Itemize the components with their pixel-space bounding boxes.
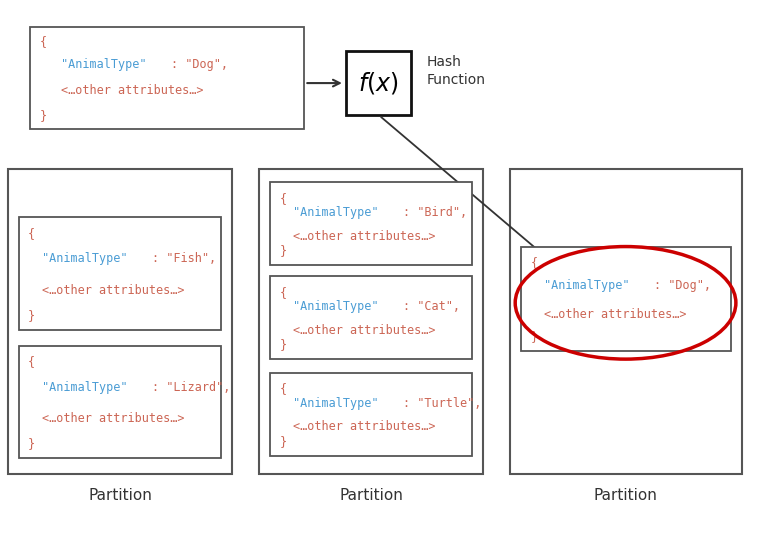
Text: : "Bird",: : "Bird", bbox=[403, 206, 467, 219]
Text: "AnimalType": "AnimalType" bbox=[293, 300, 378, 313]
Text: $f(x)$: $f(x)$ bbox=[358, 70, 399, 96]
Bar bbox=[270, 373, 472, 456]
Text: }: } bbox=[530, 330, 537, 343]
Text: }: } bbox=[28, 309, 35, 322]
Text: <…other attributes…>: <…other attributes…> bbox=[42, 412, 184, 426]
Text: }: } bbox=[279, 435, 286, 448]
Bar bbox=[19, 217, 221, 330]
Text: {: { bbox=[28, 227, 35, 240]
Text: "AnimalType": "AnimalType" bbox=[42, 381, 127, 394]
Text: }: } bbox=[279, 244, 286, 257]
Text: "AnimalType": "AnimalType" bbox=[544, 279, 629, 292]
Bar bbox=[270, 276, 472, 359]
Text: <…other attributes…>: <…other attributes…> bbox=[42, 284, 184, 297]
Text: Partition: Partition bbox=[594, 488, 658, 503]
Text: "AnimalType": "AnimalType" bbox=[293, 206, 378, 219]
Text: Partition: Partition bbox=[339, 488, 403, 503]
Text: }: } bbox=[279, 338, 286, 351]
Bar bbox=[270, 182, 472, 265]
Text: {: { bbox=[28, 355, 35, 368]
Bar bbox=[30, 27, 304, 129]
Bar bbox=[19, 346, 221, 458]
Text: : "Turtle",: : "Turtle", bbox=[403, 397, 482, 410]
Text: <…other attributes…>: <…other attributes…> bbox=[544, 308, 686, 321]
Text: <…other attributes…>: <…other attributes…> bbox=[293, 230, 435, 243]
Text: <…other attributes…>: <…other attributes…> bbox=[61, 85, 203, 98]
Text: }: } bbox=[28, 437, 35, 450]
Text: Function: Function bbox=[426, 73, 486, 87]
Text: : "Cat",: : "Cat", bbox=[403, 300, 460, 313]
Text: Hash: Hash bbox=[426, 55, 461, 69]
Text: "AnimalType": "AnimalType" bbox=[61, 58, 146, 71]
Text: : "Fish",: : "Fish", bbox=[152, 252, 216, 265]
Text: : "Dog",: : "Dog", bbox=[171, 58, 228, 71]
Text: {: { bbox=[530, 256, 537, 269]
Text: : "Dog",: : "Dog", bbox=[654, 279, 712, 292]
Bar bbox=[510, 169, 742, 474]
Text: <…other attributes…>: <…other attributes…> bbox=[293, 324, 435, 337]
Text: {: { bbox=[279, 382, 286, 395]
Text: Partition: Partition bbox=[88, 488, 152, 503]
Text: {: { bbox=[40, 35, 46, 48]
Bar bbox=[8, 169, 232, 474]
Text: <…other attributes…>: <…other attributes…> bbox=[293, 420, 435, 433]
Bar bbox=[346, 51, 411, 115]
Bar bbox=[259, 169, 483, 474]
Text: : "Lizard",: : "Lizard", bbox=[152, 381, 231, 394]
Text: }: } bbox=[40, 109, 46, 122]
Text: "AnimalType": "AnimalType" bbox=[293, 397, 378, 410]
Text: "AnimalType": "AnimalType" bbox=[42, 252, 127, 265]
Text: {: { bbox=[279, 286, 286, 299]
Bar bbox=[521, 247, 731, 351]
Text: {: { bbox=[279, 192, 286, 205]
